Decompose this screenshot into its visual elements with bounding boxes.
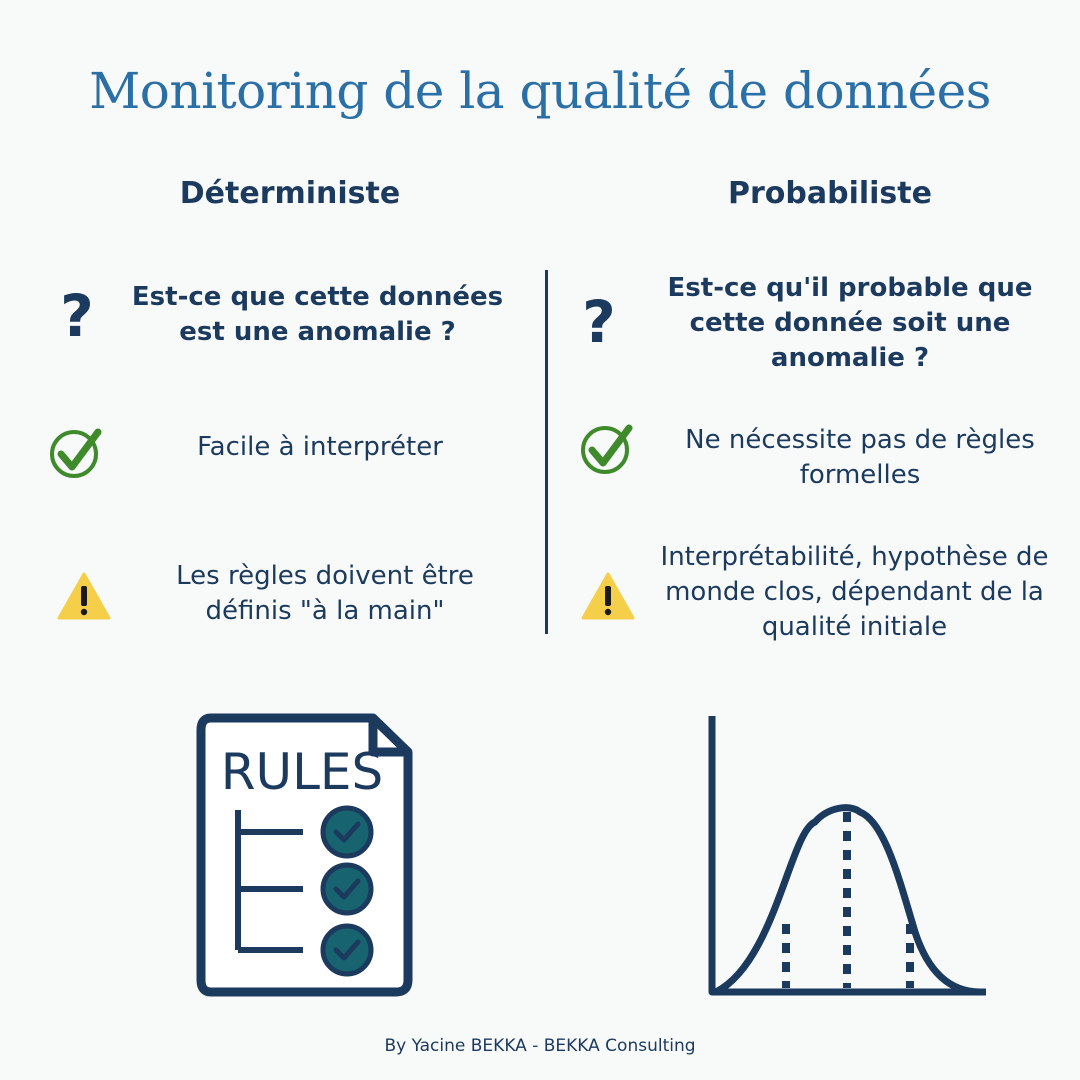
- check-circle-icon: [579, 420, 635, 476]
- question-icon: ?: [572, 290, 626, 352]
- question-icon: ?: [50, 284, 104, 346]
- rules-document-icon: RULES: [195, 712, 417, 998]
- svg-text:?: ?: [582, 292, 616, 350]
- rules-label: RULES: [221, 743, 384, 801]
- left-con-text: Les règles doivent être définis "à la ma…: [176, 561, 474, 626]
- check-circle-icon: [48, 424, 104, 480]
- column-divider: [545, 270, 548, 634]
- heading-probabiliste: Probabiliste: [728, 176, 932, 211]
- bell-curve-icon: [700, 712, 992, 1000]
- footer-credit: By Yacine BEKKA - BEKKA Consulting: [384, 1036, 696, 1056]
- right-pro-text: Ne nécessite pas de règles formelles: [685, 425, 1035, 490]
- right-question-text: Est-ce qu'il probable que cette donnée s…: [667, 273, 1033, 373]
- left-question-text: Est-ce que cette données est une anomali…: [131, 282, 504, 347]
- right-con-text: Interprétabilité, hypothèse de monde clo…: [660, 542, 1049, 642]
- page-title: Monitoring de la qualité de données: [89, 62, 991, 120]
- left-pro-text: Facile à interpréter: [197, 432, 443, 462]
- svg-text:?: ?: [60, 286, 94, 344]
- warning-icon: [580, 570, 636, 622]
- heading-deterministe: Déterministe: [179, 176, 401, 211]
- warning-icon: [56, 570, 112, 622]
